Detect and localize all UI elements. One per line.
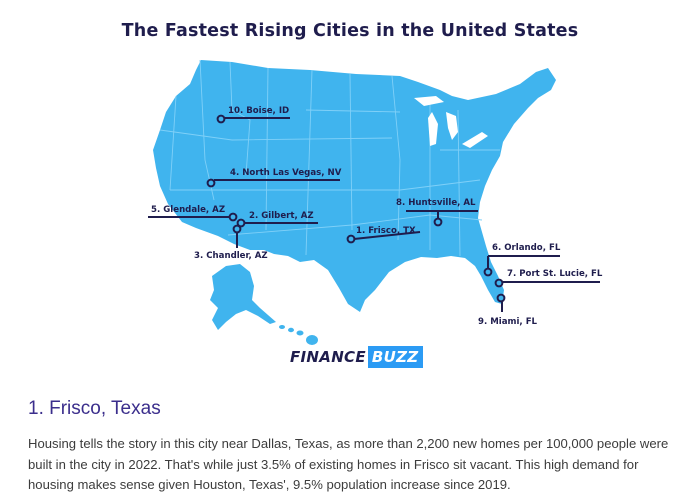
city-label-huntsville: 8. Huntsville, AL [396,198,476,208]
city-marker-1-frisco [346,231,421,244]
city-marker-3-chandler [232,224,242,248]
us-map [148,59,600,345]
city-marker-2-gilbert [236,218,318,228]
hawaii-shape [279,325,318,345]
city-marker-9-miami [496,293,506,312]
city-marker-7-port-st-lucie [494,278,600,288]
city-label-chandler: 3. Chandler, AZ [194,251,268,261]
city-marker-8-huntsville [406,210,478,227]
section-heading: 1. Frisco, Texas [28,398,161,419]
city-label-frisco: 1. Frisco, TX [356,226,416,236]
alaska-shape [210,264,276,330]
city-label-north-las-vegas: 4. North Las Vegas, NV [230,168,342,178]
financebuzz-logo: FINANCE BUZZ [290,346,424,368]
city-label-orlando: 6. Orlando, FL [492,243,561,253]
logo-text-buzz: BUZZ [367,346,424,368]
city-label-gilbert: 2. Gilbert, AZ [249,211,314,221]
state-borders [159,59,500,257]
section-paragraph: Housing tells the story in this city nea… [28,436,669,492]
city-label-port-st-lucie: 7. Port St. Lucie, FL [507,269,603,279]
logo-text-finance: FINANCE [290,348,366,366]
city-marker-4-north-las-vegas [206,178,340,188]
city-marker-10-boise [216,114,290,124]
city-label-glendale: 5. Glendale, AZ [151,205,226,215]
city-label-miami: 9. Miami, FL [478,317,538,327]
city-marker-6-orlando [483,255,560,277]
map-infographic: The Fastest Rising Cities in the United … [121,21,603,368]
city-label-boise: 10. Boise, ID [228,106,290,116]
great-lakes [414,96,488,148]
city-marker-5-glendale [148,212,238,222]
map-title: The Fastest Rising Cities in the United … [121,21,579,41]
